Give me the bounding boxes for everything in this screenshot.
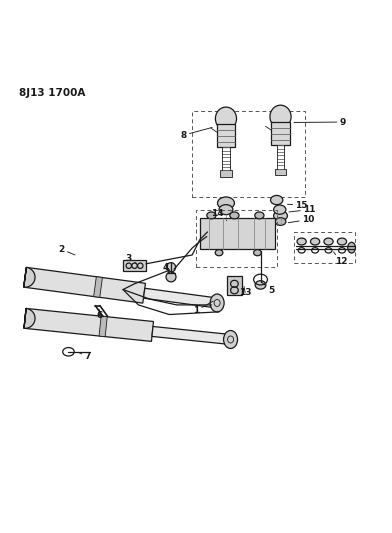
Ellipse shape	[215, 249, 223, 256]
Bar	[196, 209, 277, 266]
Text: 8: 8	[181, 127, 212, 140]
Bar	[192, 111, 305, 197]
Bar	[275, 168, 286, 175]
Polygon shape	[152, 327, 231, 344]
Text: 2: 2	[58, 245, 75, 255]
Text: 1: 1	[193, 301, 213, 315]
Ellipse shape	[255, 212, 264, 219]
Bar	[294, 232, 356, 263]
Ellipse shape	[270, 105, 291, 128]
Ellipse shape	[230, 212, 239, 219]
Bar	[227, 276, 242, 295]
Ellipse shape	[348, 243, 356, 253]
Polygon shape	[94, 277, 102, 297]
Ellipse shape	[215, 107, 236, 130]
Ellipse shape	[275, 217, 286, 225]
Ellipse shape	[310, 238, 320, 245]
Text: 10: 10	[288, 215, 314, 224]
Ellipse shape	[270, 196, 283, 205]
Text: 7: 7	[79, 352, 91, 361]
Bar	[220, 171, 232, 177]
Ellipse shape	[219, 205, 233, 215]
Text: 4: 4	[163, 263, 170, 272]
Text: 11: 11	[289, 205, 316, 214]
Ellipse shape	[123, 284, 132, 292]
Ellipse shape	[324, 238, 333, 245]
Text: 8J13 1700A: 8J13 1700A	[19, 88, 86, 98]
Ellipse shape	[223, 330, 238, 349]
Ellipse shape	[274, 211, 287, 221]
Ellipse shape	[254, 249, 261, 256]
Text: 6: 6	[97, 310, 103, 320]
Text: 9: 9	[294, 118, 346, 126]
Ellipse shape	[255, 281, 266, 289]
Text: 15: 15	[287, 200, 308, 209]
Text: 3: 3	[126, 254, 136, 263]
Ellipse shape	[116, 288, 124, 295]
Ellipse shape	[166, 272, 176, 282]
Ellipse shape	[338, 238, 347, 245]
Ellipse shape	[218, 197, 234, 209]
Text: 12: 12	[334, 252, 347, 266]
Ellipse shape	[210, 294, 224, 312]
Polygon shape	[99, 316, 107, 337]
Bar	[271, 123, 290, 146]
Text: 13: 13	[239, 286, 251, 297]
Bar	[200, 219, 275, 249]
Bar	[123, 260, 146, 271]
Polygon shape	[24, 309, 154, 342]
Text: 5: 5	[261, 282, 274, 295]
Polygon shape	[24, 309, 35, 328]
Polygon shape	[143, 288, 218, 308]
Bar	[217, 124, 235, 148]
Polygon shape	[24, 268, 35, 287]
Text: 14: 14	[211, 209, 227, 221]
Ellipse shape	[207, 212, 216, 219]
Polygon shape	[24, 268, 145, 303]
Ellipse shape	[167, 263, 176, 272]
Ellipse shape	[297, 238, 306, 245]
Ellipse shape	[274, 205, 286, 214]
